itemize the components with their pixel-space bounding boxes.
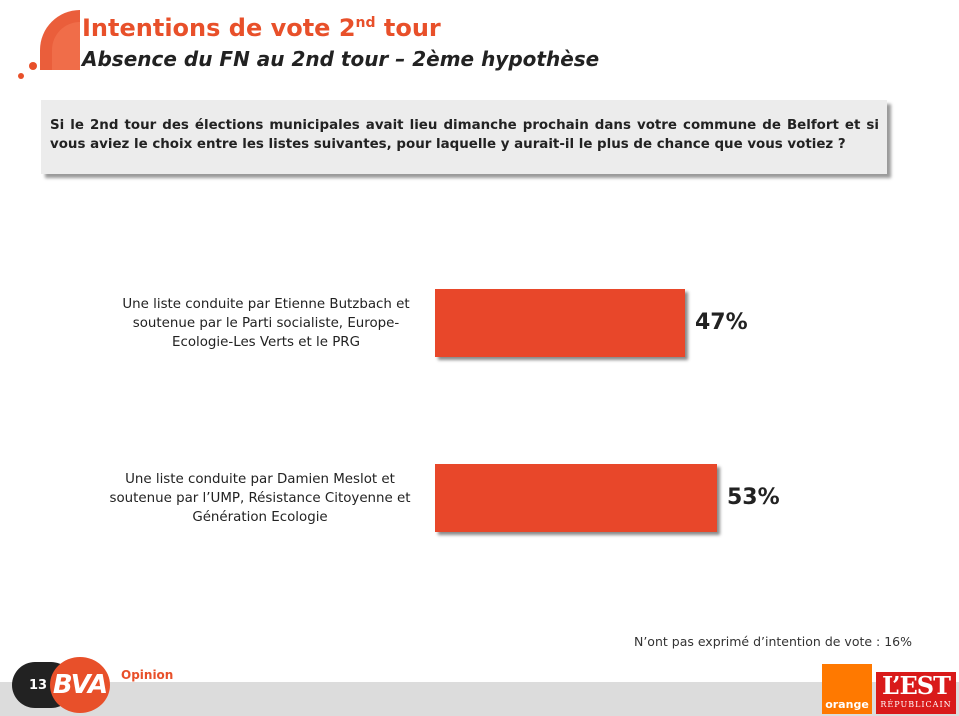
footnote: N’ont pas exprimé d’intention de vote : … <box>633 634 912 649</box>
value-label-meslot: 53% <box>727 485 780 510</box>
footer-bar <box>0 682 959 716</box>
page-title: Intentions de vote 2nd tour <box>82 14 441 42</box>
bva-opinion-label: Opinion <box>121 668 174 682</box>
bar-meslot <box>435 464 717 532</box>
orange-logo: orange <box>822 664 872 714</box>
bar-butzbach <box>435 289 685 357</box>
category-label-meslot: Une liste conduite par Damien Meslot et … <box>109 472 411 525</box>
bva-logo: BVA <box>50 657 110 713</box>
value-label-butzbach: 47% <box>695 310 748 335</box>
page-subtitle: Absence du FN au 2nd tour – 2ème hypothè… <box>82 47 600 71</box>
question-box: Si le 2nd tour des élections municipales… <box>41 100 887 174</box>
category-label-butzbach: Une liste conduite par Etienne Butzbach … <box>122 297 410 350</box>
est-republicain-logo: L’EST RÉPUBLICAIN <box>876 672 956 714</box>
bva-quarter-circle-logo-icon <box>18 10 80 79</box>
